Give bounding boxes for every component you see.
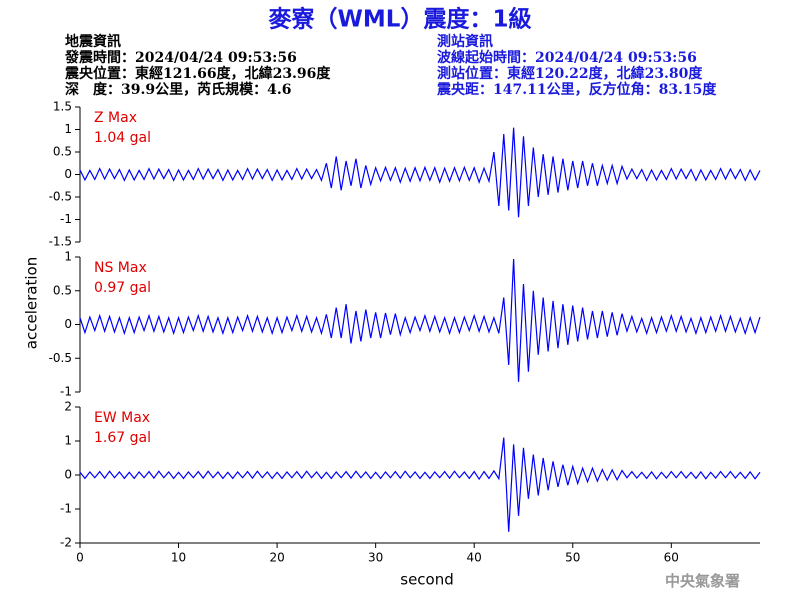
chart-title: 麥寮（WML）震度：1級 [268, 6, 532, 33]
y-tick-label: -0.5 [49, 351, 72, 365]
y-tick-label: 1.5 [53, 100, 72, 114]
waveform [79, 258, 761, 382]
footer: 中央氣象署 [665, 572, 740, 590]
event-info: 地震資訊 [65, 33, 121, 50]
y-tick-label: 1 [64, 250, 72, 264]
event-info: 震央位置：東經121.66度，北緯23.96度 [64, 65, 331, 82]
max-label: 1.04 gal [94, 130, 151, 146]
y-tick-label: -1 [60, 212, 72, 226]
y-tick-label: 0 [64, 317, 72, 331]
y-tick-label: -0.5 [49, 190, 72, 204]
panel-label: NS Max [94, 260, 147, 276]
waveform [79, 437, 761, 532]
x-tick-label: 30 [368, 551, 383, 565]
y-tick-label: 1 [64, 122, 72, 136]
y-tick-label: -1.5 [49, 235, 72, 249]
y-tick-label: -2 [60, 536, 72, 550]
station-info: 波線起始時間：2024/04/24 09:53:56 [437, 49, 697, 66]
y-tick-label: 0 [64, 167, 72, 181]
station-info: 測站位置：東經120.22度，北緯23.80度 [437, 65, 703, 82]
panel-label: EW Max [94, 410, 150, 426]
station-info: 震央距：147.11公里，反方位角：83.15度 [436, 81, 717, 98]
y-axis-label: acceleration [23, 257, 41, 349]
y-tick-label: 0 [64, 468, 72, 482]
x-tick-label: 60 [664, 551, 679, 565]
y-tick-label: 0.5 [53, 145, 72, 159]
event-info: 發震時間：2024/04/24 09:53:56 [64, 49, 297, 66]
y-tick-label: 1 [64, 434, 72, 448]
x-tick-label: 0 [76, 551, 84, 565]
y-tick-label: 0.5 [53, 283, 72, 297]
panel-label: Z Max [94, 110, 137, 126]
y-tick-label: 2 [64, 400, 72, 414]
max-label: 1.67 gal [94, 430, 151, 446]
waveform [79, 127, 761, 218]
y-tick-label: -1 [60, 502, 72, 516]
station-info: 測站資訊 [437, 33, 493, 50]
x-tick-label: 50 [565, 551, 580, 565]
x-axis-label: second [400, 571, 454, 589]
max-label: 0.97 gal [94, 280, 151, 296]
x-tick-label: 20 [269, 551, 284, 565]
event-info: 深 度：39.9公里，芮氏規模：4.6 [65, 81, 291, 98]
x-tick-label: 40 [467, 551, 482, 565]
x-tick-label: 10 [171, 551, 186, 565]
y-tick-label: -1 [60, 385, 72, 399]
